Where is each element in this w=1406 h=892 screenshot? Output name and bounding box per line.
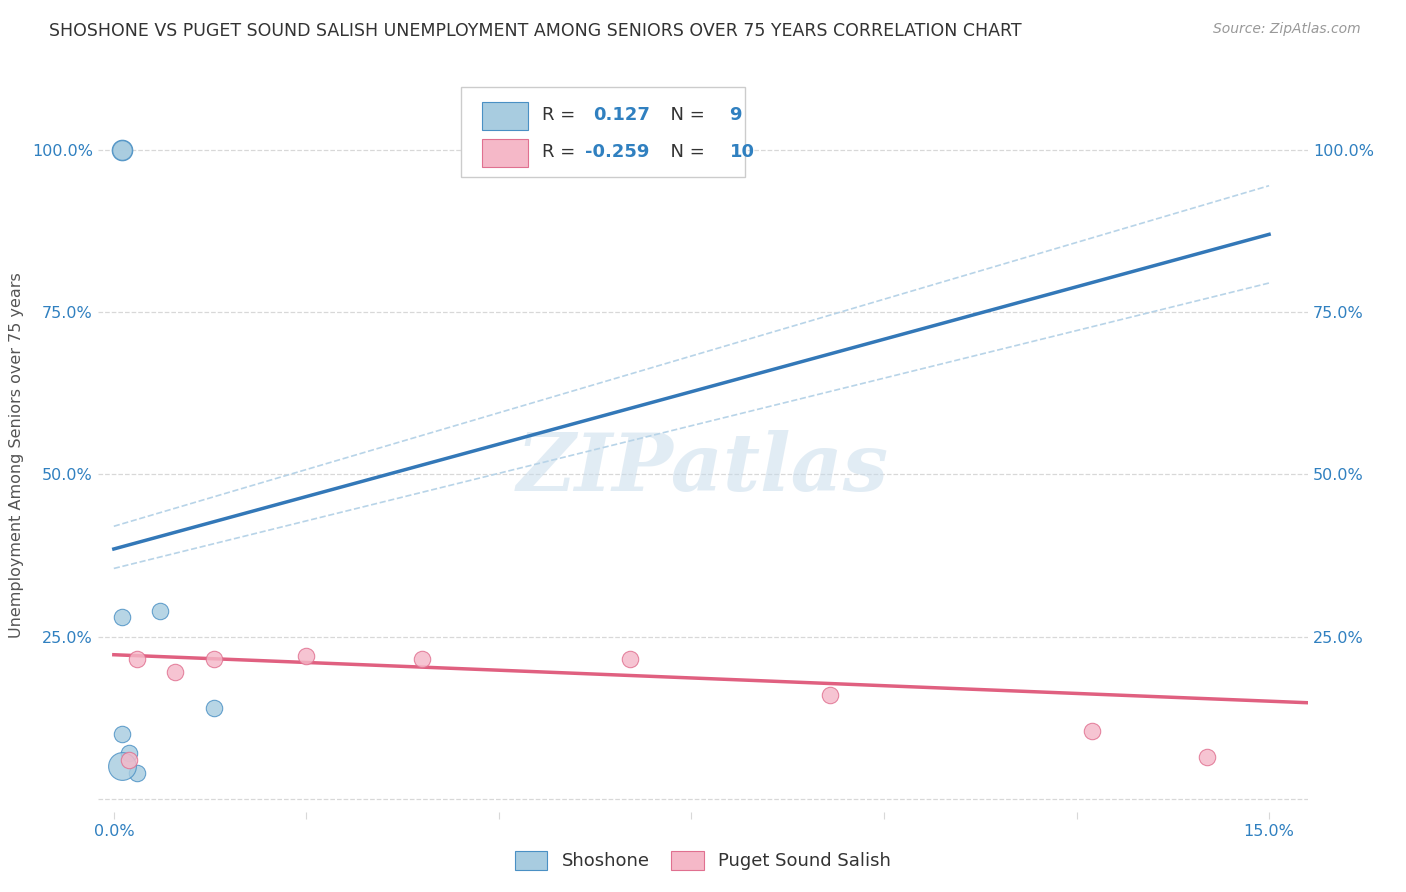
Point: [202, 701, 225, 715]
FancyBboxPatch shape: [482, 102, 527, 130]
Text: N =: N =: [659, 143, 711, 161]
Text: 9: 9: [730, 106, 742, 124]
Point: [118, 753, 141, 767]
Point: [202, 652, 225, 666]
Point: [165, 665, 187, 680]
Point: [125, 765, 148, 780]
Point: [110, 143, 132, 157]
Text: 0.127: 0.127: [593, 106, 650, 124]
Text: ZIPatlas: ZIPatlas: [517, 431, 889, 508]
Text: R =: R =: [543, 143, 581, 161]
Point: [149, 604, 172, 618]
Point: [110, 727, 132, 741]
Text: 10: 10: [730, 143, 755, 161]
Text: R =: R =: [543, 106, 581, 124]
Text: Source: ZipAtlas.com: Source: ZipAtlas.com: [1213, 22, 1361, 37]
Text: -0.259: -0.259: [585, 143, 650, 161]
FancyBboxPatch shape: [482, 139, 527, 168]
Y-axis label: Unemployment Among Seniors over 75 years: Unemployment Among Seniors over 75 years: [8, 272, 24, 638]
FancyBboxPatch shape: [461, 87, 745, 177]
Point: [110, 759, 132, 773]
Point: [110, 143, 132, 157]
Legend: Shoshone, Puget Sound Salish: Shoshone, Puget Sound Salish: [508, 843, 898, 878]
Point: [818, 688, 841, 702]
Point: [110, 610, 132, 624]
Point: [619, 652, 641, 666]
Point: [411, 652, 433, 666]
Point: [1197, 749, 1219, 764]
Point: [118, 747, 141, 761]
Text: N =: N =: [659, 106, 711, 124]
Point: [125, 652, 148, 666]
Text: SHOSHONE VS PUGET SOUND SALISH UNEMPLOYMENT AMONG SENIORS OVER 75 YEARS CORRELAT: SHOSHONE VS PUGET SOUND SALISH UNEMPLOYM…: [49, 22, 1022, 40]
Point: [295, 648, 318, 663]
Point: [1081, 723, 1104, 738]
